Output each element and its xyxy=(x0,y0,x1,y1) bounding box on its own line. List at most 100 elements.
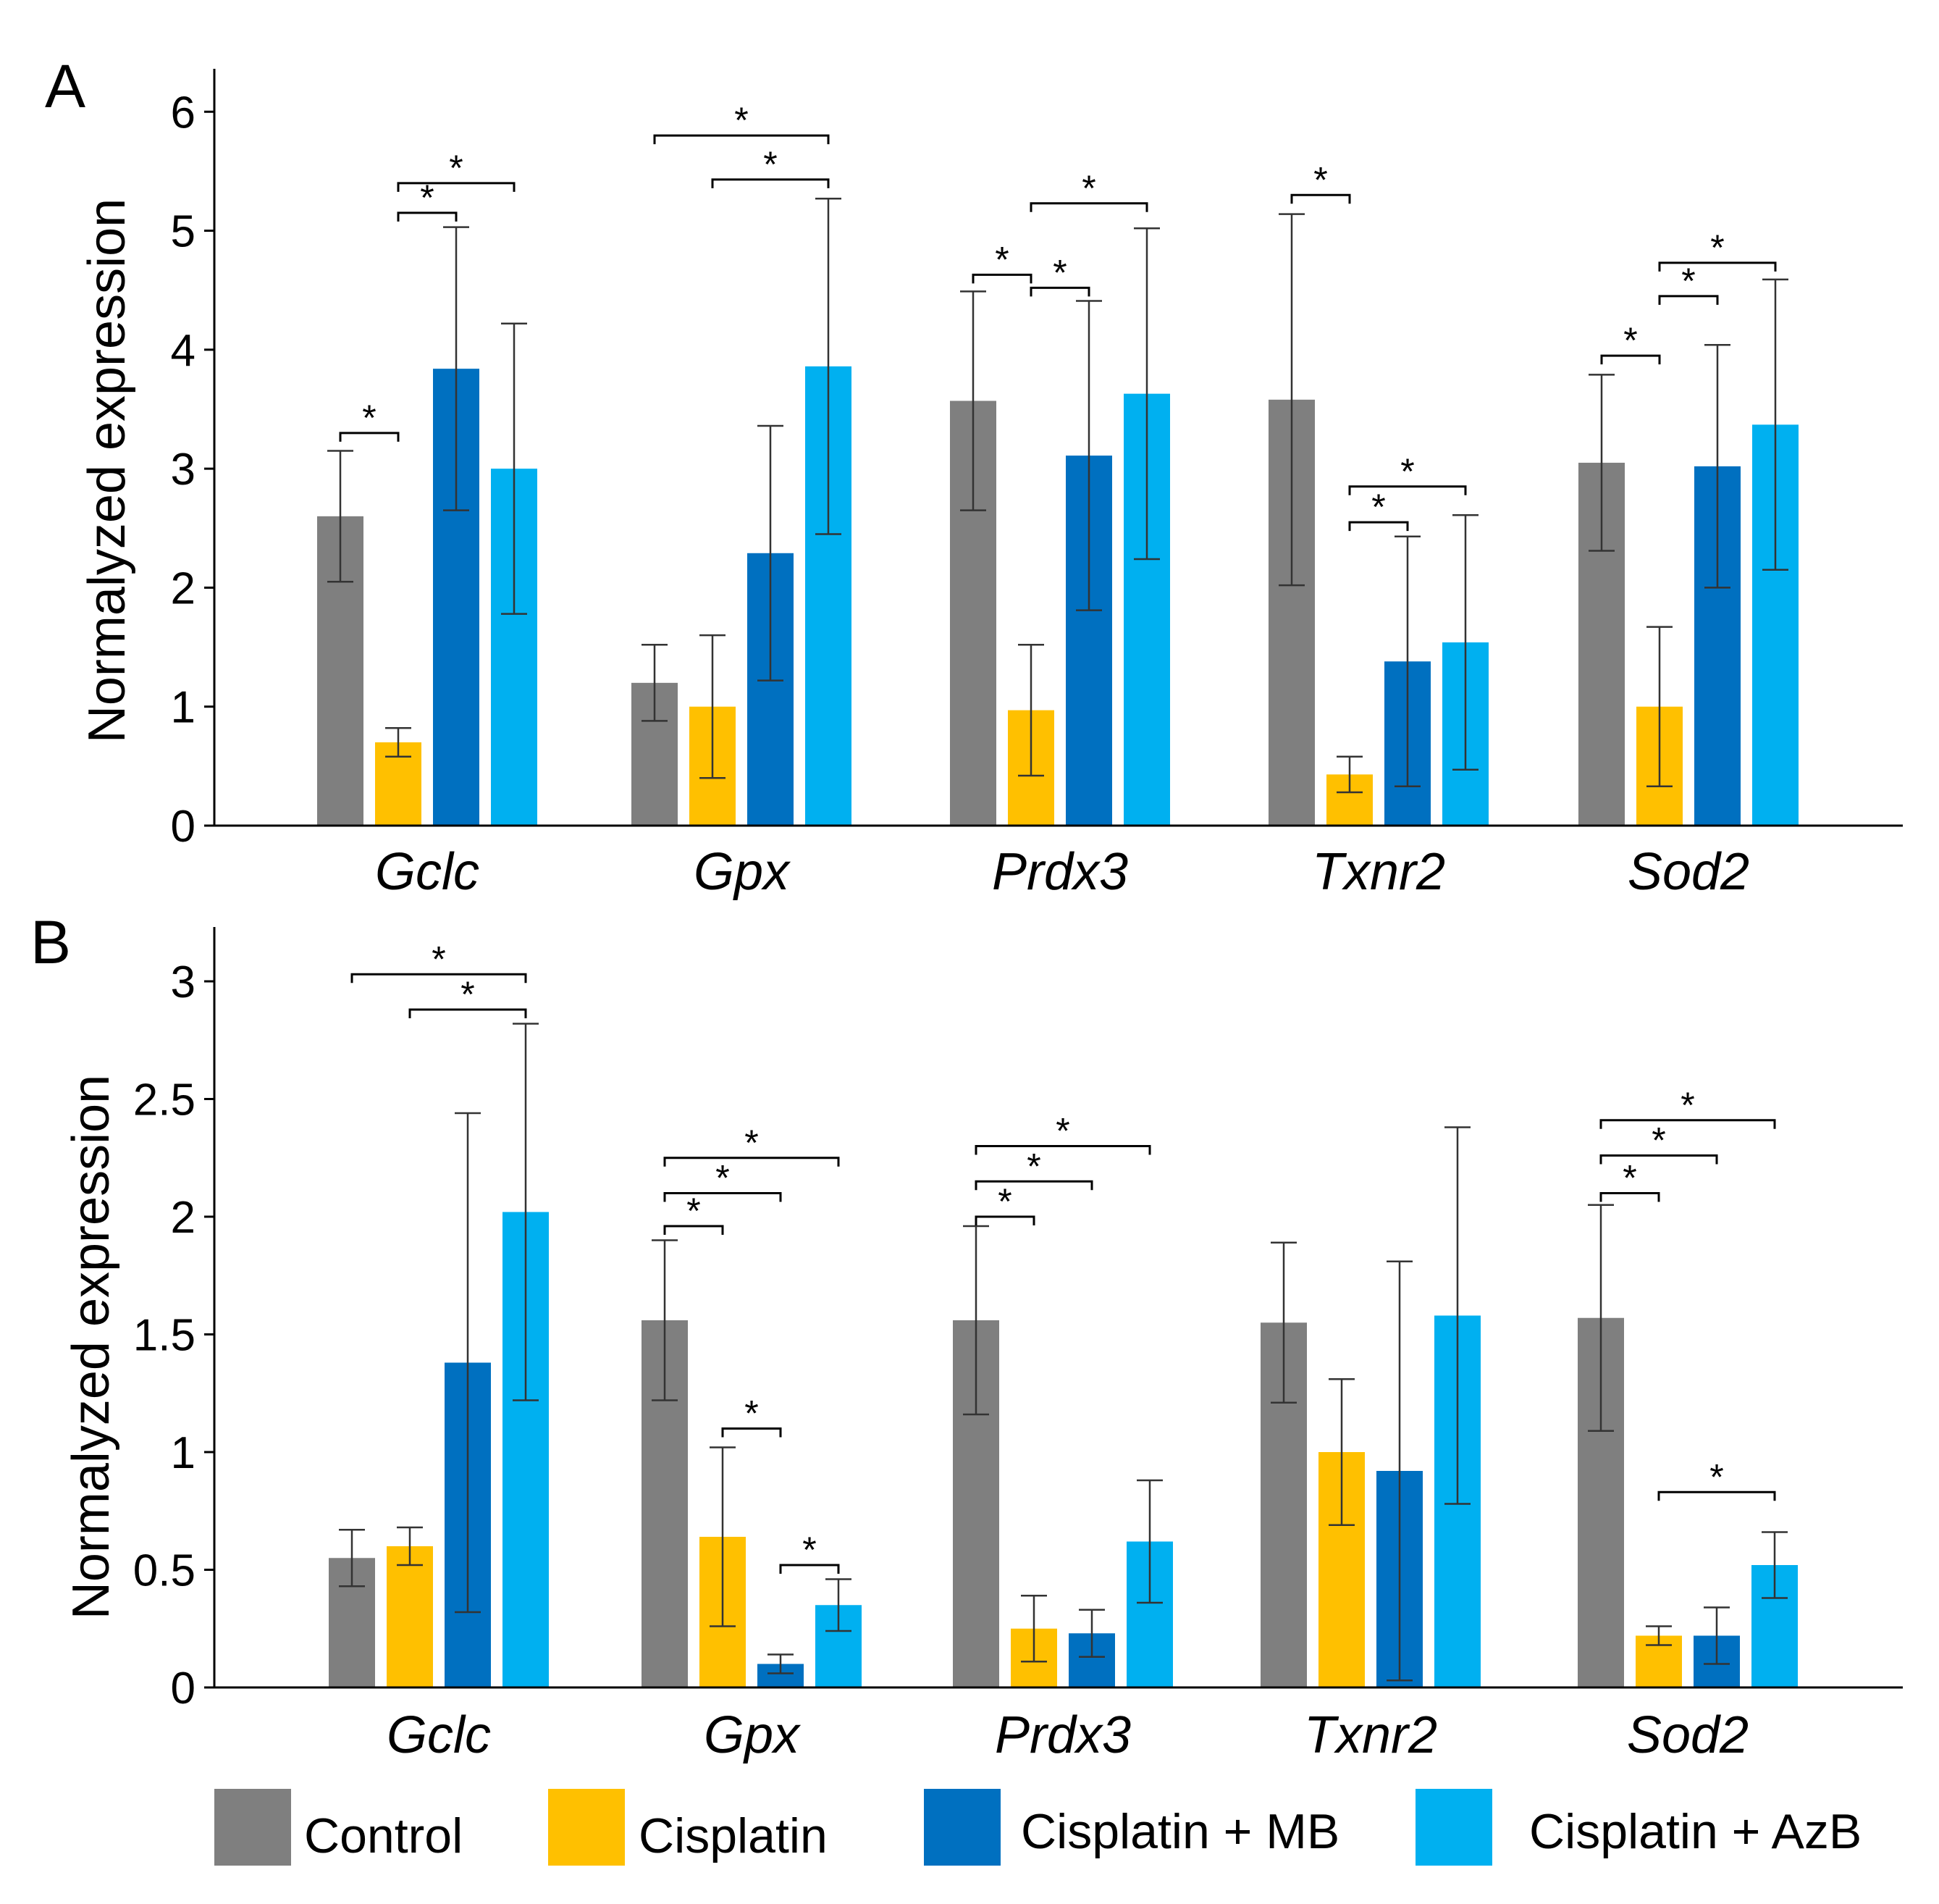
panel-b-y-tick-label: 1 xyxy=(171,1428,195,1478)
panel-b-significance-bracket xyxy=(350,973,527,984)
panel-a-significance-star: * xyxy=(1623,320,1637,361)
panel-b-significance-bracket xyxy=(975,1180,1093,1191)
panel-a-gene-label-gclc: Gclc xyxy=(375,843,479,901)
panel-a-significance-bracket xyxy=(653,134,830,145)
panel-b-significance-bracket xyxy=(1599,1119,1776,1129)
panel-b-y-tick-label: 3 xyxy=(171,957,195,1007)
panel-b-significance-bracket xyxy=(975,1145,1151,1155)
panel-a-significance-star: * xyxy=(1082,168,1095,209)
panel-a-y-tick-label: 2 xyxy=(171,563,195,613)
panel-a-significance-star: * xyxy=(1710,227,1724,268)
panel-b-significance-star: * xyxy=(715,1158,729,1199)
legend-swatch-cisplatin xyxy=(548,1789,625,1866)
panel-a-letter: A xyxy=(45,52,85,120)
panel-a-significance: * * * * * * * * * * * * * * xyxy=(339,100,1777,532)
panel-b-significance-star: * xyxy=(744,1393,758,1434)
panel-a-significance-star: * xyxy=(1681,261,1695,301)
panel-a-error-bars xyxy=(327,197,1788,794)
panel-a-significance-star: * xyxy=(362,398,376,438)
panel-a-gene-label-gpx: Gpx xyxy=(694,843,791,901)
panel-b-significance-bracket xyxy=(663,1225,724,1235)
legend-swatch-cisplatin-azb xyxy=(1416,1789,1492,1866)
panel-a-gene-label-txnr2: Txnr2 xyxy=(1312,843,1445,901)
panel-a: A Normalyzed expression 0 1 2 3 4 5 6 * * * * * * * *… xyxy=(45,52,1903,901)
panel-a-significance-bracket xyxy=(1030,202,1148,212)
panel-a-significance-star: * xyxy=(1313,159,1327,200)
panel-b-significance-star: * xyxy=(998,1181,1011,1222)
panel-a-significance-bracket xyxy=(397,211,458,222)
panel-a-significance-bracket xyxy=(1290,193,1351,204)
panel-b-y-tick-label: 0 xyxy=(171,1664,195,1714)
legend-label-cisplatin-azb: Cisplatin + AzB xyxy=(1529,1804,1862,1859)
panel-a-y-tick-label: 1 xyxy=(171,683,195,733)
panel-a-gene-label-prdx3: Prdx3 xyxy=(992,843,1128,901)
panel-b-bars xyxy=(329,1212,1798,1687)
panel-a-bars xyxy=(317,366,1799,826)
panel-a-significance-bracket xyxy=(711,178,830,188)
panel-a-y-ticks: 0 1 2 3 4 5 6 xyxy=(171,88,214,852)
panel-a-gene-label-sod2: Sod2 xyxy=(1628,843,1749,901)
panel-b-significance-star: * xyxy=(432,939,445,979)
panel-b-axes xyxy=(213,927,1903,1689)
panel-a-y-tick-label: 6 xyxy=(171,88,195,138)
panel-b-significance-bracket xyxy=(779,1564,840,1574)
panel-a-significance-star: * xyxy=(1400,451,1414,492)
panel-a-significance-star: * xyxy=(449,148,463,188)
panel-b-significance-bracket xyxy=(721,1427,782,1438)
panel-b-y-axis-label: Normalyzed expression xyxy=(62,1075,120,1619)
panel-a-significance-bracket xyxy=(1658,261,1777,272)
panel-b-y-tick-label: 2 xyxy=(171,1193,195,1243)
panel-b-significance-star: * xyxy=(1027,1146,1040,1186)
legend-label-cisplatin-mb: Cisplatin + MB xyxy=(1021,1804,1339,1859)
panel-b-significance-star: * xyxy=(460,974,474,1015)
panel-b-letter: B xyxy=(30,908,71,976)
panel-b-significance-star: * xyxy=(1652,1120,1665,1161)
panel-b-x-labels: Gclc Gpx Prdx3 Txnr2 Sod2 xyxy=(387,1706,1749,1764)
panel-b-gene-label-sod2: Sod2 xyxy=(1627,1706,1749,1764)
panel-a-y-tick-label: 4 xyxy=(171,326,195,376)
panel-b-y-ticks: 0 0.5 1 1.5 2 2.5 3 xyxy=(133,957,214,1714)
panel-b-gene-label-txnr2: Txnr2 xyxy=(1304,1706,1437,1764)
panel-b-y-tick-label: 0.5 xyxy=(133,1546,195,1596)
panel-a-significance-bracket xyxy=(397,182,516,192)
panel-a-significance-star: * xyxy=(1371,487,1385,527)
panel-b-y-tick-label: 1.5 xyxy=(133,1311,195,1361)
panel-b-significance-bracket xyxy=(1657,1490,1776,1501)
panel-b-significance-bracket xyxy=(975,1215,1035,1225)
panel-a-significance-bracket xyxy=(1030,286,1090,297)
panel-b-significance-star: * xyxy=(1056,1111,1069,1152)
panel-a-significance-star: * xyxy=(763,144,777,185)
panel-b-significance-star: * xyxy=(1681,1085,1694,1125)
panel-b-significance-star: * xyxy=(744,1123,758,1163)
panel-b-significance-bracket xyxy=(663,1157,840,1167)
panel-a-significance-star: * xyxy=(995,239,1009,280)
panel-a-y-tick-label: 0 xyxy=(171,802,195,852)
panel-a-axes xyxy=(213,69,1903,827)
panel-a-y-tick-label: 3 xyxy=(171,445,195,495)
panel-a-significance-bracket xyxy=(972,273,1032,284)
panel-b-significance-bracket xyxy=(1599,1192,1660,1202)
panel-b-gene-label-prdx3: Prdx3 xyxy=(995,1706,1131,1764)
panel-a-significance-star: * xyxy=(420,177,434,218)
legend-swatch-cisplatin-mb xyxy=(924,1789,1001,1866)
panel-b-gene-label-gpx: Gpx xyxy=(704,1706,802,1764)
panel-a-significance-bracket xyxy=(1658,295,1719,305)
panel-b-error-bars xyxy=(339,1023,1788,1682)
legend-label-cisplatin: Cisplatin xyxy=(639,1808,828,1863)
panel-b-significance-bracket xyxy=(663,1192,782,1202)
panel-a-significance-bracket xyxy=(1348,521,1409,532)
panel-b-significance: * * * * * * * * * * * * * * xyxy=(350,939,1776,1574)
panel-a-y-axis-label: Normalyzed expression xyxy=(78,198,136,743)
legend-swatch-control xyxy=(214,1789,291,1866)
panel-b-bar-cisplatin xyxy=(387,1546,433,1687)
panel-b: B Normalyzed expression 0 0.5 1 1.5 2 2.5 3 * *… xyxy=(30,908,1903,1764)
panel-b-significance-star: * xyxy=(1623,1158,1636,1199)
panel-a-significance-star: * xyxy=(1053,252,1067,293)
panel-b-y-tick-label: 2.5 xyxy=(133,1075,195,1125)
legend-label-control: Control xyxy=(304,1808,463,1863)
panel-b-significance-star: * xyxy=(686,1191,700,1231)
panel-a-y-tick-label: 5 xyxy=(171,207,195,257)
panel-a-significance-bracket xyxy=(1348,485,1467,495)
panel-b-gene-label-gclc: Gclc xyxy=(387,1706,491,1764)
